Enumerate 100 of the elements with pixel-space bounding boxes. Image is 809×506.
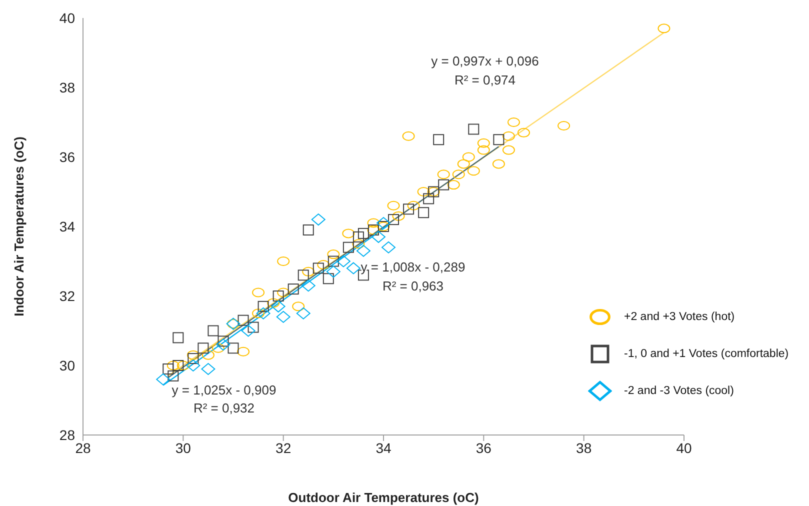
point bbox=[212, 343, 224, 353]
point bbox=[387, 200, 400, 210]
point bbox=[292, 302, 305, 312]
point bbox=[272, 290, 284, 302]
point bbox=[166, 360, 180, 370]
point bbox=[252, 308, 265, 318]
x-axis-title: Outdoor Air Temperatures (oC) bbox=[288, 490, 479, 505]
point bbox=[342, 228, 355, 238]
point bbox=[201, 362, 216, 375]
point bbox=[208, 325, 219, 336]
point bbox=[462, 152, 475, 162]
point bbox=[417, 187, 430, 196]
legend-label: -1, 0 and +1 Votes (comfortable) bbox=[624, 348, 789, 360]
point bbox=[156, 373, 170, 386]
y-tick-label: 32 bbox=[59, 288, 76, 304]
point bbox=[658, 24, 670, 34]
point bbox=[186, 360, 200, 372]
point bbox=[258, 300, 269, 312]
point bbox=[457, 159, 470, 169]
point bbox=[352, 231, 364, 242]
point bbox=[256, 307, 270, 320]
point bbox=[198, 342, 209, 354]
point bbox=[277, 256, 290, 266]
point bbox=[218, 336, 229, 347]
point bbox=[356, 244, 370, 257]
y-tick-label: 30 bbox=[59, 357, 76, 374]
point bbox=[322, 273, 334, 284]
point bbox=[312, 262, 324, 274]
point bbox=[502, 131, 515, 141]
point bbox=[176, 360, 190, 370]
y-tick-label: 34 bbox=[59, 218, 76, 234]
point bbox=[317, 260, 330, 270]
annotation: R² = 0,974 bbox=[454, 72, 516, 88]
y-axis-title: Indoor Air Temperatures (oC) bbox=[12, 136, 27, 316]
point bbox=[423, 193, 434, 204]
annotation: y = 0,997x + 0,096 bbox=[431, 53, 539, 68]
point bbox=[402, 131, 415, 141]
point bbox=[326, 266, 340, 278]
point bbox=[288, 284, 299, 295]
point bbox=[302, 224, 314, 236]
point bbox=[248, 322, 259, 333]
point bbox=[276, 310, 290, 323]
x-tick-label: 34 bbox=[376, 440, 392, 456]
point bbox=[477, 145, 490, 155]
point bbox=[507, 118, 520, 127]
x-tick-label: 28 bbox=[75, 440, 91, 456]
x-tick-label: 38 bbox=[576, 440, 592, 456]
point bbox=[301, 280, 316, 292]
point bbox=[437, 170, 450, 180]
point bbox=[447, 180, 460, 190]
point bbox=[172, 332, 184, 344]
x-tick-label: 30 bbox=[175, 440, 192, 456]
point bbox=[336, 255, 350, 268]
point bbox=[311, 214, 326, 226]
point bbox=[168, 370, 179, 382]
point bbox=[376, 217, 390, 230]
x-tick-label: 40 bbox=[676, 440, 692, 456]
y-tick-label: 28 bbox=[59, 426, 76, 443]
point bbox=[388, 214, 400, 226]
point bbox=[371, 230, 386, 243]
point bbox=[467, 166, 480, 176]
x-tick-label: 32 bbox=[276, 440, 292, 456]
point bbox=[407, 200, 420, 210]
point bbox=[342, 242, 354, 253]
point bbox=[252, 288, 265, 298]
point bbox=[241, 324, 256, 337]
y-tick-label: 36 bbox=[59, 148, 76, 165]
point bbox=[237, 346, 250, 356]
point bbox=[517, 128, 530, 138]
point bbox=[277, 288, 290, 298]
point bbox=[298, 270, 309, 281]
point bbox=[452, 170, 465, 180]
point bbox=[493, 134, 504, 146]
point bbox=[502, 145, 515, 155]
point bbox=[433, 134, 444, 146]
point bbox=[238, 314, 249, 326]
point bbox=[172, 360, 184, 371]
point bbox=[302, 266, 315, 276]
point bbox=[271, 300, 286, 312]
point bbox=[392, 211, 405, 221]
point bbox=[558, 120, 570, 130]
point bbox=[418, 207, 430, 218]
y-tick-label: 38 bbox=[59, 79, 76, 96]
point bbox=[267, 298, 280, 308]
annotation: R² = 0,932 bbox=[193, 400, 255, 416]
annotation: y = 1,025x - 0,909 bbox=[172, 382, 276, 398]
point bbox=[296, 307, 310, 320]
annotation: R² = 0,963 bbox=[382, 278, 444, 294]
point bbox=[327, 250, 340, 260]
x-tick-label: 36 bbox=[476, 440, 492, 456]
point bbox=[202, 350, 214, 360]
point bbox=[186, 350, 200, 360]
point bbox=[162, 363, 174, 374]
point bbox=[367, 218, 380, 228]
point bbox=[346, 262, 360, 274]
legend-label: -2 and -3 Votes (cool) bbox=[624, 384, 734, 396]
y-tick-label: 40 bbox=[59, 10, 76, 26]
point bbox=[468, 124, 480, 135]
point bbox=[352, 239, 365, 249]
point bbox=[358, 228, 369, 239]
